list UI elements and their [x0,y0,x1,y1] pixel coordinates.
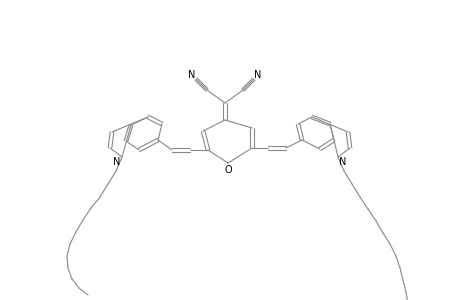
Text: N: N [113,157,120,167]
Text: N: N [188,70,195,80]
Text: O: O [224,165,231,175]
Text: N: N [339,157,346,167]
Text: N: N [254,70,261,80]
